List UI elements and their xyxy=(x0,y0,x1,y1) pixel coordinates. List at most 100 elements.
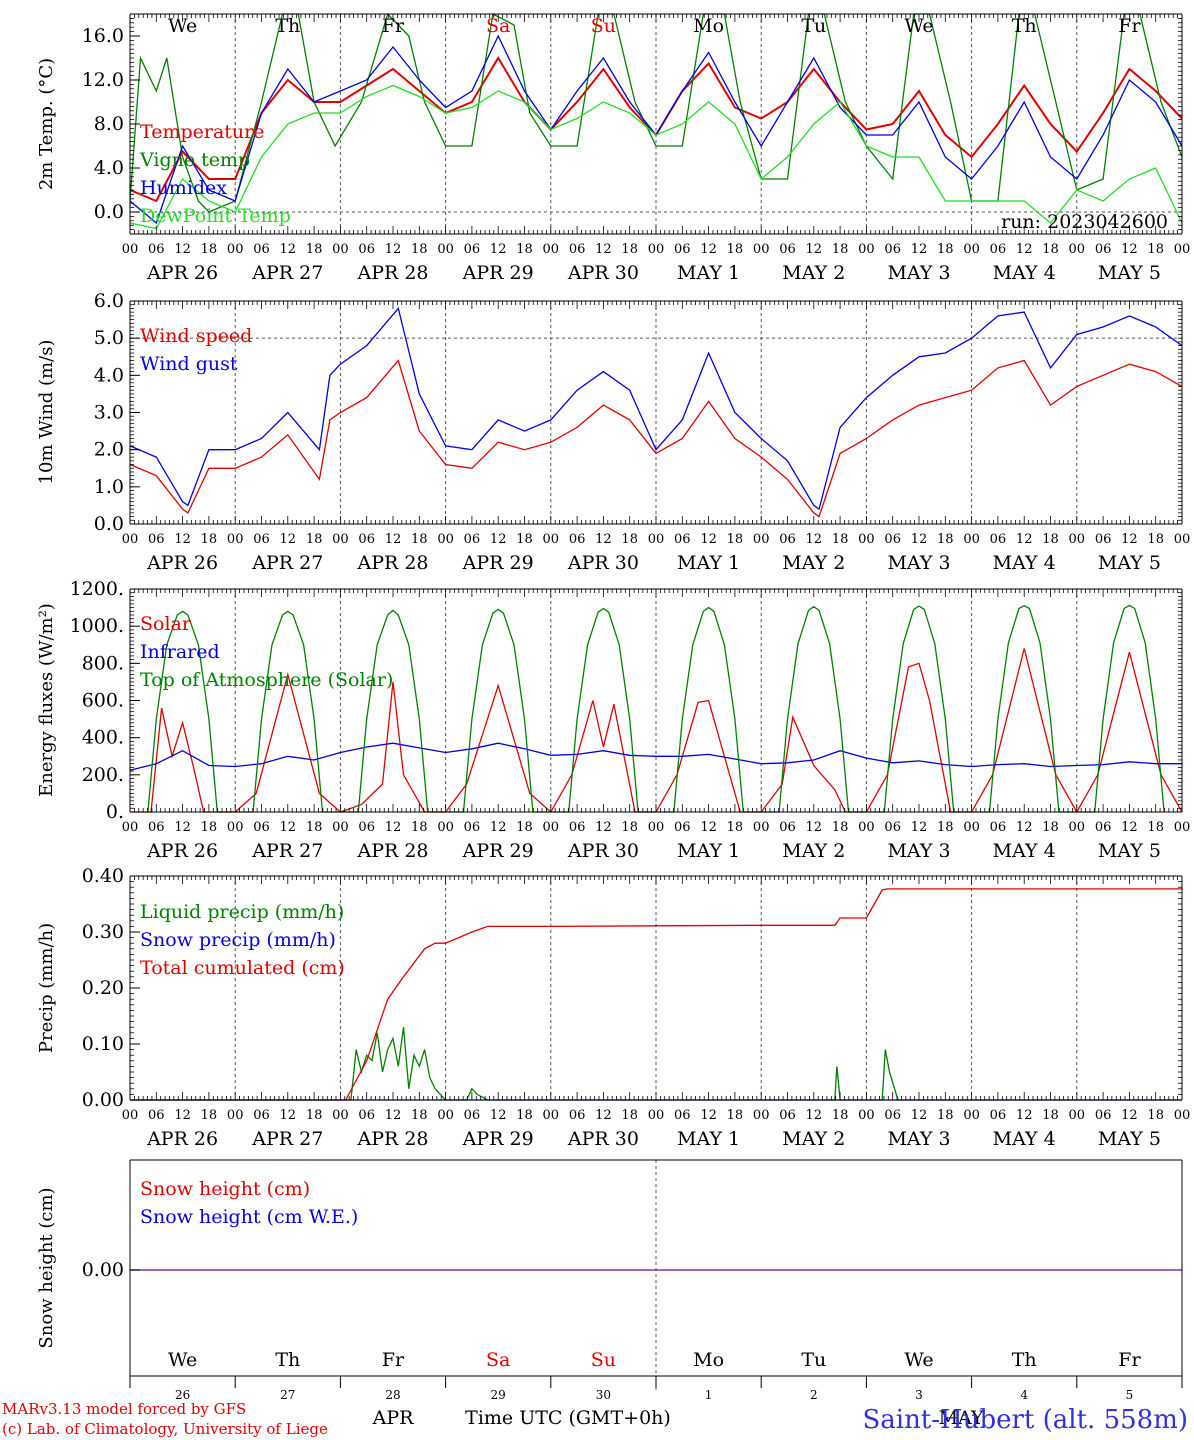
panel-3-hour-label: 06 xyxy=(569,820,586,835)
panel-4-date-label: APR 29 xyxy=(462,1128,534,1150)
panel-4-hour-label: 06 xyxy=(884,1108,901,1123)
panel-1-hour-label: 06 xyxy=(464,242,481,257)
panel-1-hour-label: 06 xyxy=(253,242,270,257)
panel-5-y-tick-label: 0.00 xyxy=(82,1259,124,1281)
panel-5-weekday-label: Fr xyxy=(1118,1349,1141,1371)
panel-2-date-label: MAY 2 xyxy=(782,552,845,574)
panel-1-weekday-label: Th xyxy=(1012,15,1037,37)
panel-4-hour-label: 12 xyxy=(385,1108,402,1123)
panel-4-hour-label: 12 xyxy=(700,1108,717,1123)
panel-1-hour-label: 12 xyxy=(911,242,928,257)
panel-4-y-tick-label: 0.30 xyxy=(82,921,124,943)
panel-5-weekday-label: Fr xyxy=(382,1349,405,1371)
panel-5-weekday-label: Tu xyxy=(801,1349,826,1371)
panel-2-hour-label: 00 xyxy=(1069,532,1086,547)
panel-2-hour-label: 00 xyxy=(753,532,770,547)
bottom-day-number: 27 xyxy=(280,1388,295,1402)
panel-4-hour-label: 18 xyxy=(516,1108,533,1123)
panel-4-hour-label: 06 xyxy=(358,1108,375,1123)
panel-2-hour-label: 06 xyxy=(464,532,481,547)
panel-3-legend-item: Infrared xyxy=(140,641,220,663)
panel-4-hour-label: 12 xyxy=(806,1108,823,1123)
panel-2-y-tick-label: 5.0 xyxy=(94,327,124,349)
panel-4-date-label: MAY 2 xyxy=(782,1128,845,1150)
panel-3-hour-label: 00 xyxy=(858,820,875,835)
text-layer: Temperature Vigne temp Humidex DewPoint Tem… xyxy=(36,15,1190,1429)
panel-1-weekday-label: Sa xyxy=(486,15,510,37)
panel-1-weekday-label: Mo xyxy=(693,15,724,37)
panel-2-y-tick-label: 0.0 xyxy=(94,513,124,535)
panel-2-hour-label: 06 xyxy=(253,532,270,547)
panel-3-hour-label: 00 xyxy=(332,820,349,835)
panel-4-hour-label: 12 xyxy=(595,1108,612,1123)
panel-4-hour-label: 18 xyxy=(201,1108,218,1123)
panel-4-date-label: MAY 3 xyxy=(887,1128,950,1150)
panel-4-hour-label: 00 xyxy=(122,1108,139,1123)
panel-3-hour-label: 06 xyxy=(253,820,270,835)
panel-1-hour-label: 06 xyxy=(779,242,796,257)
panel-1-hour-label: 06 xyxy=(148,242,165,257)
panel-4-date-label: APR 27 xyxy=(251,1128,323,1150)
panel-2-date-label: MAY 5 xyxy=(1098,552,1161,574)
panel-2-hour-label: 12 xyxy=(1121,532,1138,547)
panel-1-hour-label: 18 xyxy=(1042,242,1059,257)
panel-4-hour-label: 12 xyxy=(1121,1108,1138,1123)
panel-1-hour-label: 00 xyxy=(543,242,560,257)
panel-2-series-wind-speed xyxy=(129,359,1183,518)
panel-3-date-label: MAY 1 xyxy=(677,840,740,862)
panel-2-hour-label: 00 xyxy=(648,532,665,547)
panel-3-date-label: MAY 5 xyxy=(1098,840,1161,862)
panel-4-date-label: MAY 4 xyxy=(993,1128,1056,1150)
panel-3-hour-label: 00 xyxy=(437,820,454,835)
panel-2-y-tick-label: 3.0 xyxy=(94,402,124,424)
panel-3-hour-label: 12 xyxy=(700,820,717,835)
panel-1-series-dewpoint-temp xyxy=(129,84,1183,230)
panel-3-date-label: MAY 2 xyxy=(782,840,845,862)
panel-4-y-tick-label: 0.20 xyxy=(82,977,124,999)
panel-4-hour-label: 12 xyxy=(280,1108,297,1123)
panel-4-hour-label: 06 xyxy=(1095,1108,1112,1123)
panel-2-date-label: APR 28 xyxy=(356,552,428,574)
panel-1-legend-item: Vigne temp xyxy=(139,149,250,171)
panel-1-hour-label: 06 xyxy=(990,242,1007,257)
panel-1-weekday-label: We xyxy=(168,15,197,37)
panel-1-hour-label: 12 xyxy=(595,242,612,257)
frame-layer xyxy=(129,13,1183,1388)
bottom-day-number: 4 xyxy=(1020,1388,1028,1402)
panel-2-hour-label: 00 xyxy=(963,532,980,547)
panel-2-hour-label: 12 xyxy=(911,532,928,547)
panel-3-y-tick-label: 1200. xyxy=(70,578,124,600)
panel-3-hour-label: 06 xyxy=(884,820,901,835)
panel-3-y-tick-label: 1000. xyxy=(70,615,124,637)
bottom-day-number: 28 xyxy=(385,1388,400,1402)
panel-3-hour-label: 12 xyxy=(1121,820,1138,835)
panel-3-hour-label: 18 xyxy=(411,820,428,835)
bottom-day-number: 3 xyxy=(915,1388,923,1402)
panel-4-hour-label: 12 xyxy=(490,1108,507,1123)
panel-3-hour-label: 00 xyxy=(648,820,665,835)
panel-3-hour-label: 00 xyxy=(1069,820,1086,835)
panel-4-hour-label: 00 xyxy=(1174,1108,1191,1123)
panel-4-hour-label: 12 xyxy=(1016,1108,1033,1123)
panel-1-date-label: APR 28 xyxy=(356,262,428,284)
panel-3-date-label: MAY 3 xyxy=(887,840,950,862)
panel-1-hour-label: 12 xyxy=(490,242,507,257)
panel-4-hour-label: 06 xyxy=(990,1108,1007,1123)
panel-2-y-tick-label: 1.0 xyxy=(94,476,124,498)
panel-3-hour-label: 18 xyxy=(621,820,638,835)
panel-4-hour-label: 00 xyxy=(227,1108,244,1123)
panel-1-date-label: APR 29 xyxy=(462,262,534,284)
panel-4-legend-item: Liquid precip (mm/h) xyxy=(140,901,344,923)
panel-3-hour-label: 06 xyxy=(1095,820,1112,835)
panel-5-legend-item: Snow height (cm W.E.) xyxy=(140,1206,358,1228)
panel-4-hour-label: 18 xyxy=(832,1108,849,1123)
panel-1-hour-label: 18 xyxy=(621,242,638,257)
panel-1-date-label: APR 26 xyxy=(146,262,218,284)
panel-3-date-label: MAY 4 xyxy=(993,840,1056,862)
panel-2-date-label: MAY 4 xyxy=(993,552,1056,574)
bottom-month-label: MAY xyxy=(939,1407,984,1429)
panel-2-hour-label: 18 xyxy=(306,532,323,547)
panel-3-hour-label: 00 xyxy=(122,820,139,835)
panel-1-weekday-label: Tu xyxy=(801,15,826,37)
